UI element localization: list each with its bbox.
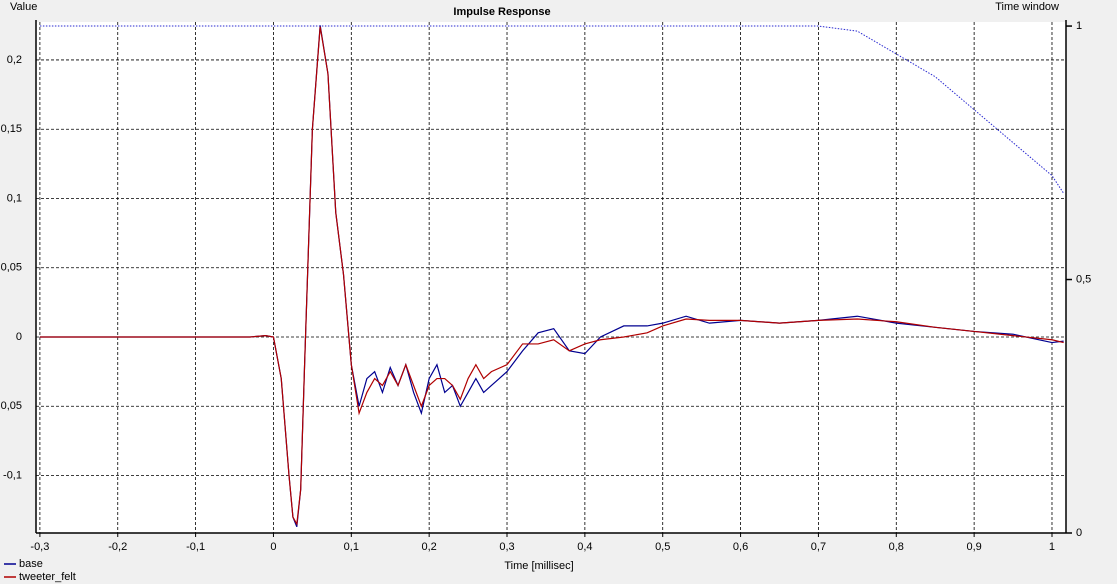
x-tick-label: 0 xyxy=(270,541,276,553)
x-tick-label: 0,9 xyxy=(966,541,981,553)
y-tick-label: 0,2 xyxy=(7,54,22,66)
y-tick-label: -0,05 xyxy=(0,400,22,412)
x-tick-label: 0,1 xyxy=(344,541,359,553)
chart-title: Impulse Response xyxy=(453,6,550,18)
x-tick-label: 0,8 xyxy=(889,541,904,553)
x-axis-label: Time [millisec] xyxy=(504,560,573,572)
x-tick-label: 0,3 xyxy=(499,541,514,553)
x-tick-label: 0,4 xyxy=(577,541,592,553)
y-tick-label: -0,1 xyxy=(3,469,22,481)
x-tick-label: 0,7 xyxy=(811,541,826,553)
x-tick-label: 1 xyxy=(1049,541,1055,553)
y-tick-label: 0 xyxy=(16,331,22,343)
x-tick-label: -0,2 xyxy=(108,541,127,553)
y2-tick-label: 0,5 xyxy=(1076,273,1091,285)
series-line xyxy=(39,25,1064,527)
y-tick-label: 0,15 xyxy=(1,123,22,135)
y2-tick-label: 0 xyxy=(1076,527,1082,539)
series-line xyxy=(39,26,1064,526)
y2-tick-label: 1 xyxy=(1076,20,1082,32)
plot-area xyxy=(36,22,1066,533)
y-tick-label: 0,1 xyxy=(7,192,22,204)
x-tick-label: 0,5 xyxy=(655,541,670,553)
window-line xyxy=(39,25,1065,194)
legend-label: base xyxy=(19,558,43,570)
y2-axis-label: Time window xyxy=(995,1,1059,13)
x-tick-label: 0,6 xyxy=(733,541,748,553)
x-tick-label: -0,1 xyxy=(186,541,205,553)
y-axis-label: Value xyxy=(10,1,37,13)
x-tick-label: 0,2 xyxy=(422,541,437,553)
legend-label: tweeter_felt xyxy=(19,571,76,583)
y-tick-label: 0,05 xyxy=(1,262,22,274)
x-tick-label: -0,3 xyxy=(30,541,49,553)
